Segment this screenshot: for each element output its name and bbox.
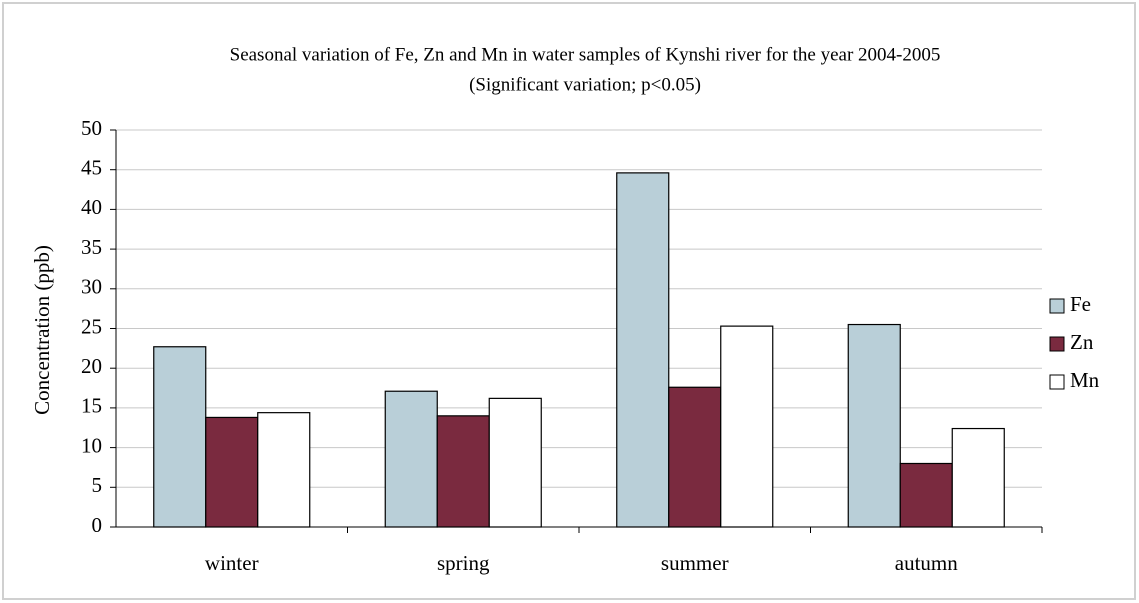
bar [488, 397, 542, 528]
legend-swatch [1049, 374, 1065, 390]
bar [205, 416, 259, 528]
legend-label: Zn [1070, 330, 1094, 354]
bar [436, 415, 490, 528]
bar [951, 427, 1005, 528]
y-tick-label: 40 [81, 195, 102, 219]
y-axis-label: Concentration (ppb) [30, 245, 54, 415]
legend-label: Mn [1070, 368, 1100, 392]
bar [257, 412, 311, 528]
legend-swatch [1049, 336, 1065, 352]
legend-swatch [1049, 298, 1065, 314]
chart-subtitle: (Significant variation; p<0.05) [469, 74, 701, 95]
y-tick-label: 30 [81, 275, 102, 299]
bar [668, 386, 722, 528]
y-tick-label: 45 [81, 156, 102, 180]
chart-title: Seasonal variation of Fe, Zn and Mn in w… [230, 44, 941, 65]
y-tick-label: 20 [81, 354, 102, 378]
x-tick-label: winter [205, 551, 259, 575]
legend-label: Fe [1070, 292, 1091, 316]
y-tick-label: 5 [92, 473, 103, 497]
x-tick-label: autumn [895, 551, 958, 575]
y-tick-label: 15 [81, 394, 102, 418]
y-tick-label: 0 [92, 513, 103, 537]
bar [720, 325, 774, 528]
y-tick-label: 50 [81, 116, 102, 140]
bar [384, 390, 438, 528]
y-tick-label: 35 [81, 235, 102, 259]
x-tick-label: summer [661, 551, 729, 575]
x-tick-label: spring [437, 551, 490, 575]
y-tick-label: 10 [81, 433, 102, 457]
bar [847, 323, 901, 528]
bar [899, 462, 953, 528]
bar [616, 172, 670, 528]
y-tick-label: 25 [81, 314, 102, 338]
bar [153, 346, 207, 528]
